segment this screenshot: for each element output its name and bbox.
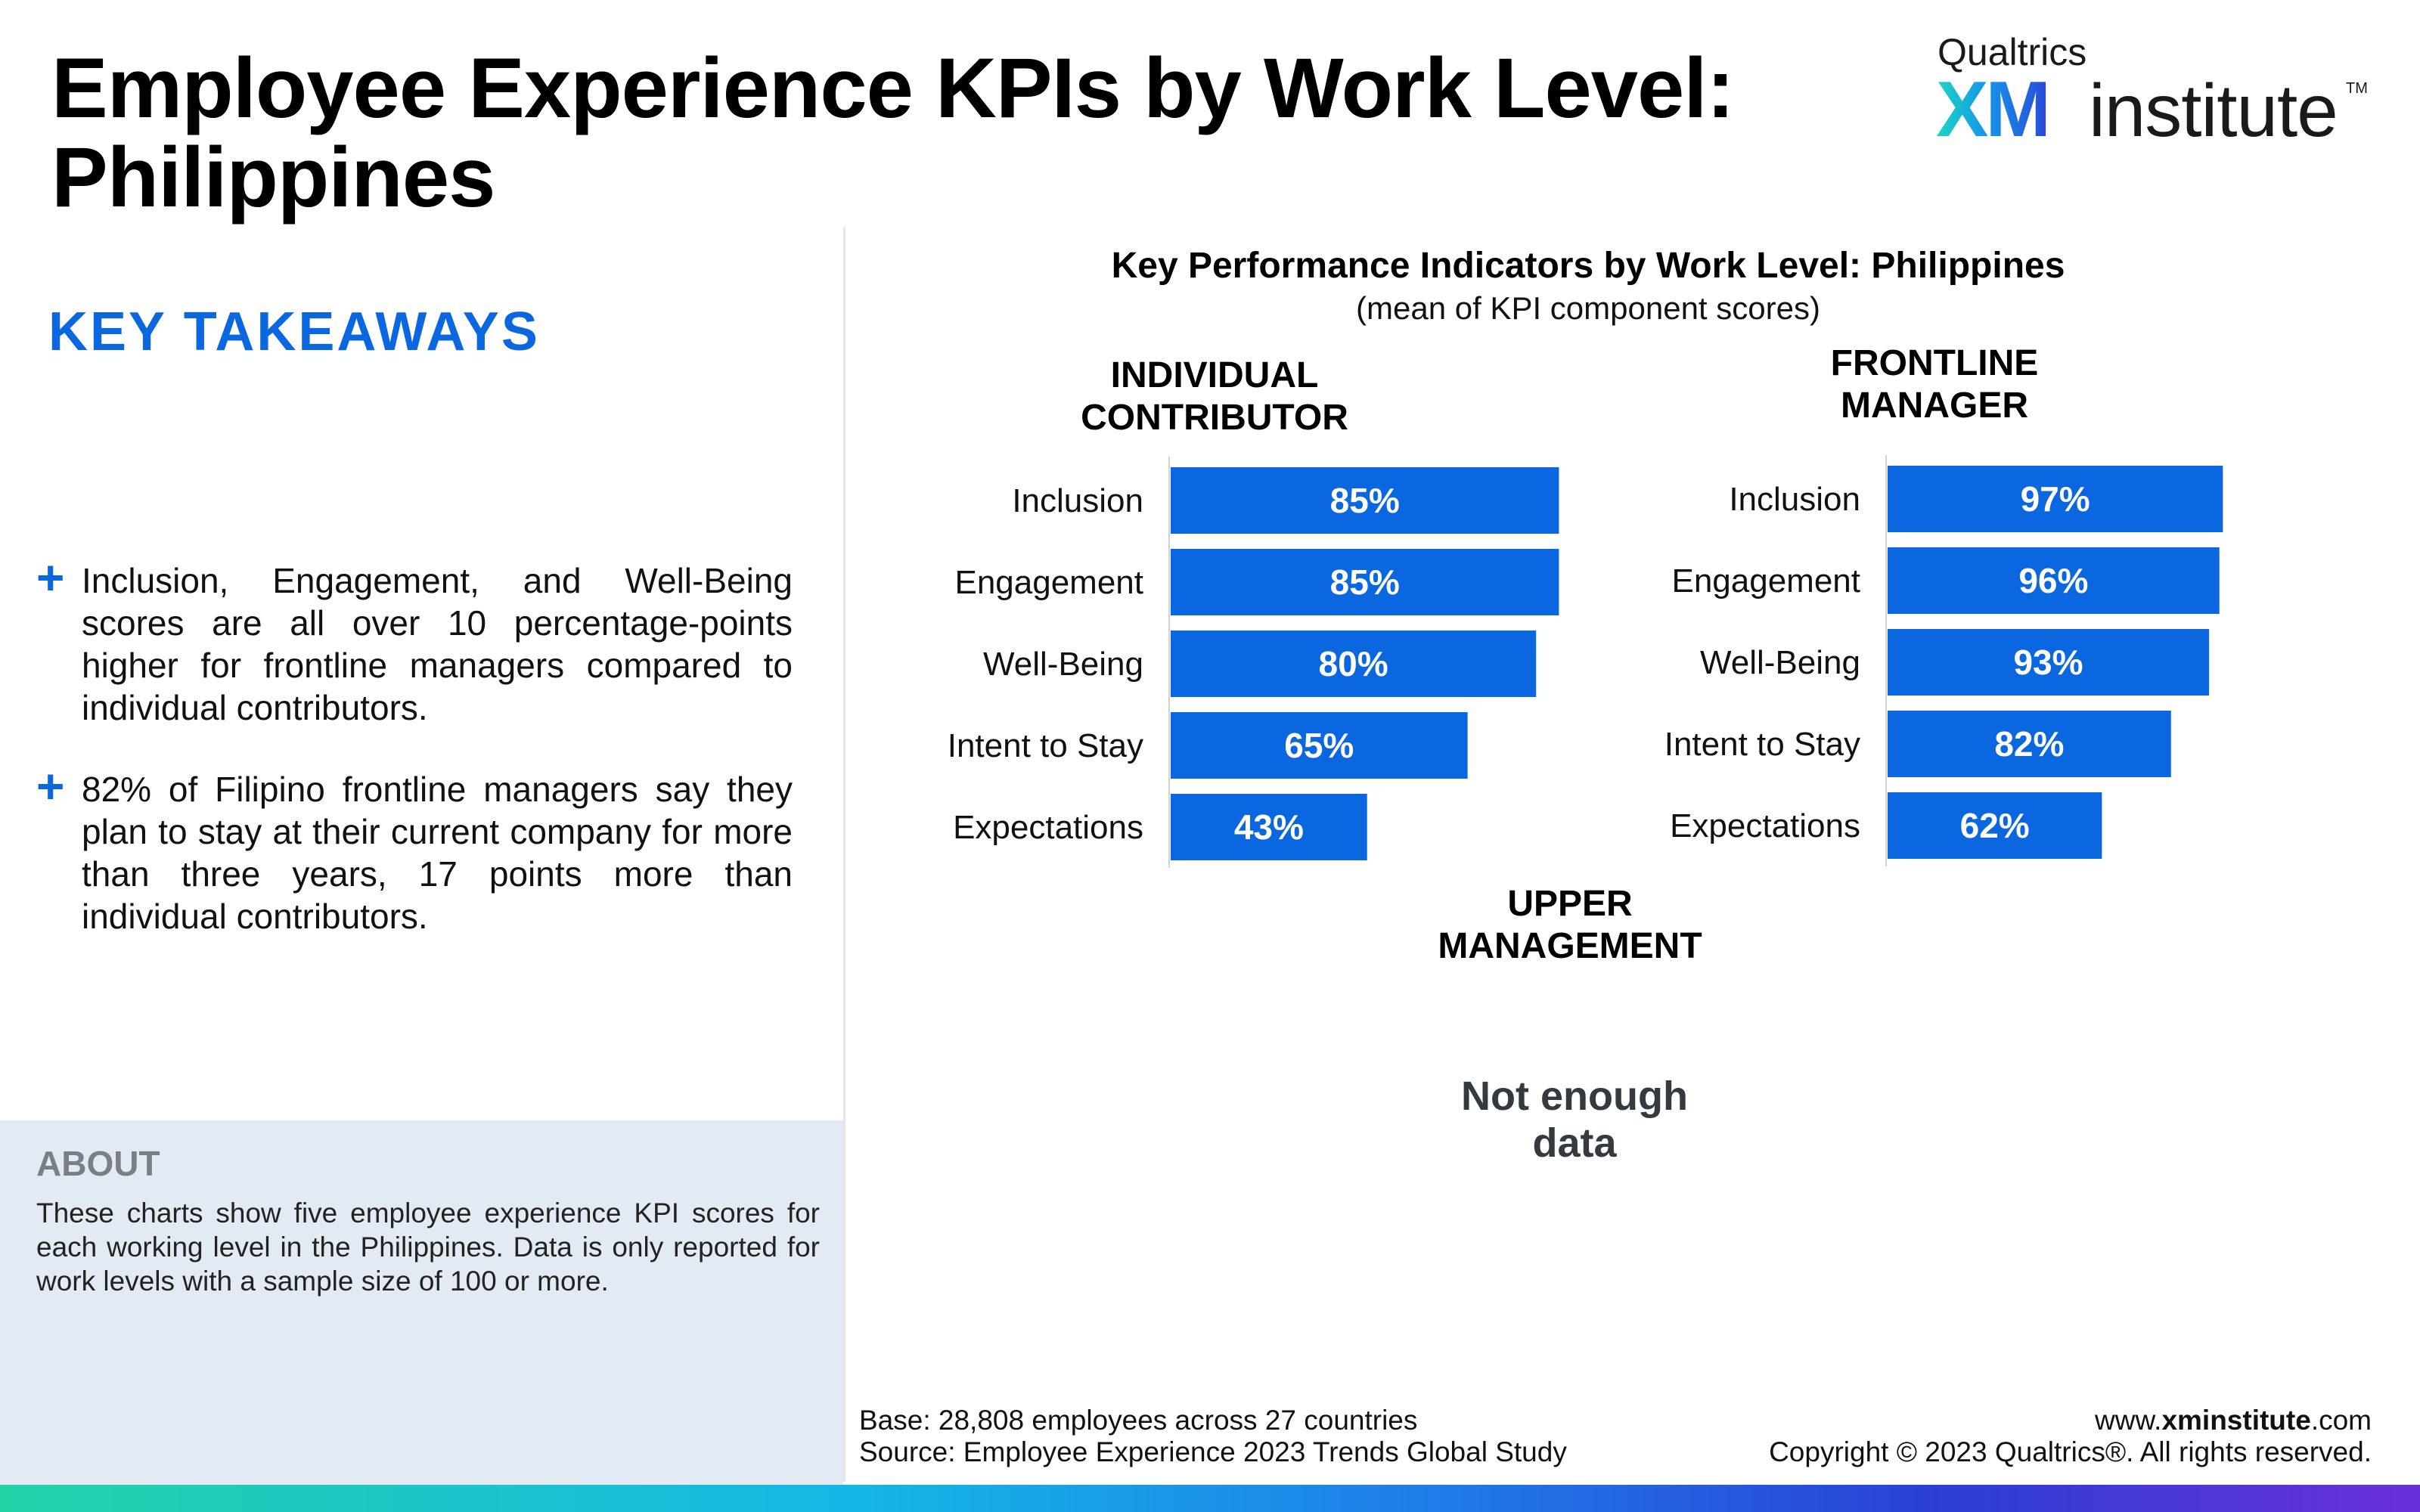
category-label: Expectations <box>1670 807 1860 844</box>
plus-icon: + <box>36 759 65 813</box>
bar-value-label: 43% <box>1234 807 1304 847</box>
bar-value-label: 80% <box>1319 644 1388 683</box>
bar-value-label: 85% <box>1330 481 1400 520</box>
bar <box>1171 549 1559 615</box>
bar <box>1888 629 2210 696</box>
category-label: Inclusion <box>1012 482 1143 519</box>
chart-subtitle: (mean of KPI component scores) <box>1356 290 1820 326</box>
plus-icon: + <box>36 550 65 605</box>
bar-value-label: 65% <box>1284 726 1354 765</box>
category-label: Well-Being <box>1700 644 1860 681</box>
footer-copyright: www.xminstitute.com Copyright © 2023 Qua… <box>1769 1405 2372 1468</box>
logo-institute: institute <box>2089 69 2338 152</box>
bar <box>1888 547 2220 614</box>
category-label: Engagement <box>954 564 1143 601</box>
bar-value-label: 97% <box>2021 479 2090 519</box>
takeaway-text: 82% of Filipino frontline managers say t… <box>82 770 793 936</box>
category-label: Well-Being <box>983 646 1143 683</box>
chart-title: Key Performance Indicators by Work Level… <box>1112 246 2065 286</box>
category-label: Intent to Stay <box>1665 726 1860 763</box>
page-title: Employee Experience KPIs by Work Level: … <box>51 44 1791 222</box>
category-label: Engagement <box>1671 562 1860 600</box>
bar <box>1171 631 1537 697</box>
no-data-note: data <box>1532 1120 1617 1166</box>
xm-institute-logo: Qualtrics XM institute TM <box>1936 30 2368 153</box>
footer-source: Base: 28,808 employees across 27 countri… <box>859 1405 1567 1468</box>
bar-value-label: 85% <box>1330 562 1400 602</box>
about-heading: ABOUT <box>36 1144 160 1183</box>
logo-tm: TM <box>2346 80 2368 97</box>
bar <box>1888 711 2171 777</box>
footer-source-text: Source: Employee Experience 2023 Trends … <box>859 1436 1567 1467</box>
bar <box>1888 792 2102 859</box>
panel-name: UPPER <box>1507 884 1632 924</box>
panel-name: MANAGEMENT <box>1438 926 1702 966</box>
brand-gradient-bar <box>0 1485 2420 1512</box>
takeaway-item: + 82% of Filipino frontline managers say… <box>36 762 793 937</box>
bar-value-label: 96% <box>2018 561 2088 600</box>
category-label: Expectations <box>953 809 1143 846</box>
about-panel: ABOUT These charts show five employee ex… <box>0 1120 843 1485</box>
page-title-line2: Philippines <box>51 130 495 225</box>
panel-name: CONTRIBUTOR <box>1081 398 1348 438</box>
about-text: These charts show five employee experien… <box>36 1198 820 1297</box>
takeaway-text: Inclusion, Engagement, and Well-Being sc… <box>82 561 793 727</box>
bar-value-label: 62% <box>1960 806 2030 845</box>
panel-name: INDIVIDUAL <box>1111 355 1319 395</box>
logo-brand: Qualtrics <box>1938 31 2087 73</box>
bar <box>1171 794 1367 860</box>
bar <box>1171 467 1559 534</box>
footer-copyright-text: Copyright © 2023 Qualtrics®. All rights … <box>1769 1436 2372 1467</box>
bar <box>1888 466 2223 532</box>
bar-value-label: 82% <box>1994 724 2064 764</box>
column-divider <box>843 227 845 1482</box>
key-takeaways-heading: KEY TAKEAWAYS <box>48 302 540 362</box>
category-label: Intent to Stay <box>948 727 1143 764</box>
category-label: Inclusion <box>1729 481 1860 518</box>
takeaway-item: + Inclusion, Engagement, and Well-Being … <box>36 553 793 729</box>
panel-name: MANAGER <box>1841 386 2028 426</box>
footer-url: www.xminstitute.com <box>2095 1405 2372 1436</box>
panel-name: FRONTLINE <box>1831 343 2039 383</box>
bar-value-label: 93% <box>2013 643 2083 682</box>
logo-xm: XM <box>1936 66 2051 153</box>
no-data-note: Not enough <box>1461 1074 1688 1119</box>
kpi-chart: Key Performance Indicators by Work Level… <box>948 246 2223 1166</box>
footer-base: Base: 28,808 employees across 27 countri… <box>859 1405 1418 1436</box>
page-title-line1: Employee Experience KPIs by Work Level: <box>51 41 1735 135</box>
bar <box>1171 712 1468 779</box>
